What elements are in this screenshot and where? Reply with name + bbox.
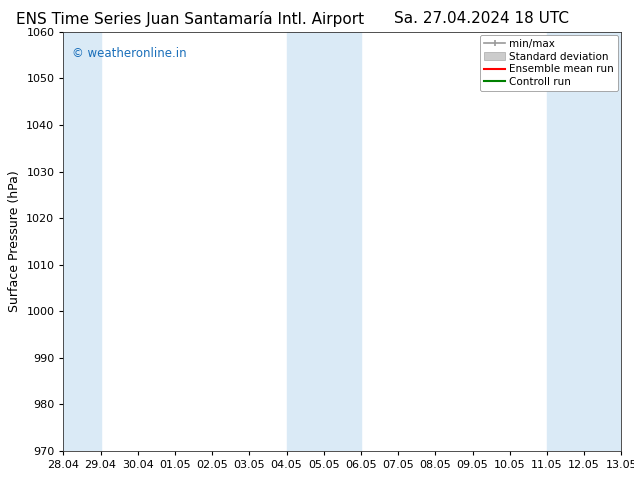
Legend: min/max, Standard deviation, Ensemble mean run, Controll run: min/max, Standard deviation, Ensemble me… (480, 35, 618, 91)
Bar (287, 32, 361, 451)
Bar (547, 32, 621, 451)
Bar (63, 32, 101, 451)
Text: Sa. 27.04.2024 18 UTC: Sa. 27.04.2024 18 UTC (394, 11, 569, 26)
Text: © weatheronline.in: © weatheronline.in (72, 47, 186, 59)
Text: ENS Time Series Juan Santamaría Intl. Airport: ENS Time Series Juan Santamaría Intl. Ai… (16, 11, 365, 27)
Y-axis label: Surface Pressure (hPa): Surface Pressure (hPa) (8, 171, 21, 312)
